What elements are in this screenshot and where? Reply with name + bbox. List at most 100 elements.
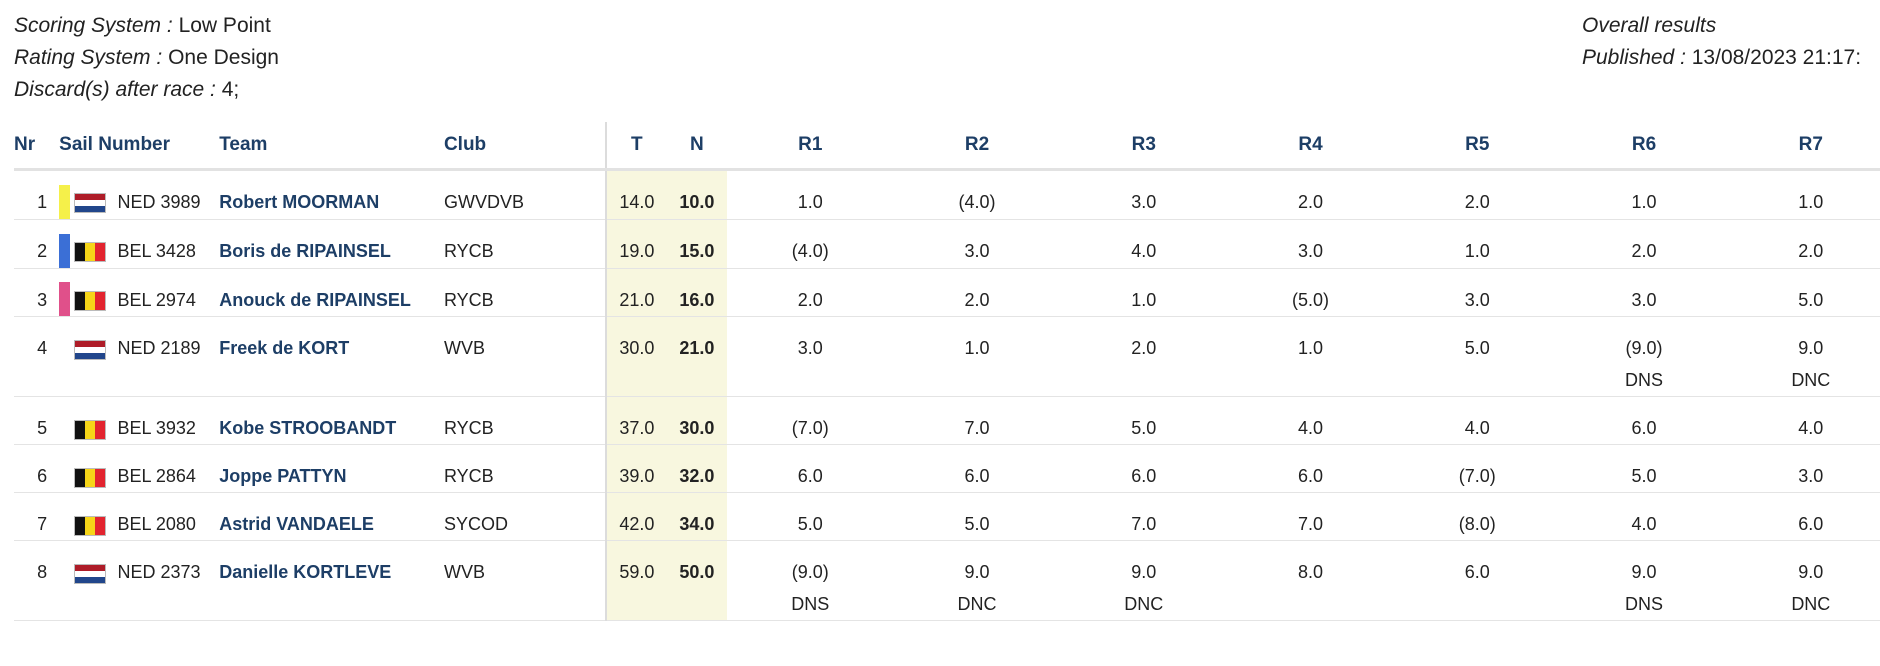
race-6-cell: 4.0 [1560, 492, 1728, 542]
race-4-cell: 1.0 [1226, 316, 1395, 398]
race-3-cell: 3.0 [1060, 169, 1227, 220]
results-info: Overall results Published : 13/08/2023 2… [1582, 10, 1861, 74]
scoring-system: Scoring System : Low Point [14, 14, 271, 37]
results-table: Nr Sail Number Team Club T N R1 R2 R3 R4… [14, 122, 1880, 622]
medal-bar [59, 282, 71, 317]
total-points: 21.0 [605, 268, 667, 318]
race-score: 6.0 [1798, 514, 1824, 535]
team-link[interactable]: Danielle KORTLEVE [219, 562, 392, 583]
sail-cell: NED 2373 [73, 540, 220, 622]
col-net[interactable]: N [666, 122, 728, 171]
race-score: 7.0 [964, 418, 990, 439]
race-score: (9.0) [1625, 338, 1663, 359]
race-4-cell: (5.0) [1226, 268, 1395, 318]
club: WVB [443, 540, 607, 622]
rating-system: Rating System : One Design [14, 46, 279, 69]
team-link[interactable]: Joppe PATTYN [219, 466, 347, 487]
bel-flag-icon [73, 290, 106, 311]
race-4-cell: 3.0 [1226, 219, 1395, 269]
race-score: 3.0 [1297, 240, 1324, 261]
col-team[interactable]: Team [219, 122, 444, 171]
penalty-code: DNC [1791, 594, 1831, 615]
race-3-cell: 1.0 [1060, 268, 1227, 318]
result-row: 4 NED 2189 Freek de KORT WVB 30.0 21.0 3.0 1.0 2… [14, 316, 1880, 398]
result-row: 5 BEL 3932 Kobe STROOBANDT RYCB 37.0 30.0 (7.0… [14, 396, 1880, 446]
net-points: 32.0 [666, 444, 728, 494]
race-score: 2.0 [1297, 192, 1324, 212]
race-score: (7.0) [791, 418, 829, 439]
penalty-code: DNS [1625, 594, 1664, 615]
race-score: 7.0 [1131, 514, 1157, 535]
col-r3[interactable]: R3 [1060, 122, 1227, 171]
col-r5[interactable]: R5 [1394, 122, 1561, 171]
total-points: 39.0 [605, 444, 667, 494]
rank: 6 [14, 444, 60, 494]
race-2-cell: 5.0 [893, 492, 1061, 542]
club: RYCB [443, 396, 607, 446]
race-score: 7.0 [1297, 514, 1324, 535]
race-score: 6.0 [1131, 466, 1157, 487]
sail-cell: NED 3989 [73, 169, 220, 220]
penalty-code: DNS [791, 594, 830, 615]
race-score: 3.0 [1798, 466, 1824, 487]
net-points: 21.0 [666, 316, 728, 398]
col-total[interactable]: T [605, 122, 667, 171]
race-5-cell: 5.0 [1394, 316, 1561, 398]
col-r2[interactable]: R2 [893, 122, 1061, 171]
net-points: 34.0 [666, 492, 728, 542]
race-score: 3.0 [1131, 192, 1157, 212]
col-r7[interactable]: R7 [1727, 122, 1880, 171]
team-link[interactable]: Astrid VANDAELE [219, 514, 374, 535]
race-1-cell: 3.0 [727, 316, 894, 398]
result-row: 3 BEL 2974 Anouck de RIPAINSEL RYCB 21.0 16.0… [14, 268, 1880, 318]
result-row: 6 BEL 2864 Joppe PATTYN RYCB 39.0 32.0 6.0 6.0 6… [14, 444, 1880, 494]
col-r6[interactable]: R6 [1560, 122, 1728, 171]
race-score: 3.0 [1464, 289, 1490, 310]
race-6-cell: 2.0 [1560, 219, 1728, 269]
race-2-cell: (4.0) [893, 169, 1061, 220]
race-3-cell: 2.0 [1060, 316, 1227, 398]
medal-cell [59, 169, 74, 220]
total-points: 37.0 [605, 396, 667, 446]
race-score: 4.0 [1131, 240, 1157, 261]
race-score: 1.0 [797, 192, 823, 212]
team-cell: Anouck de RIPAINSEL [219, 268, 444, 318]
team-link[interactable]: Kobe STROOBANDT [219, 418, 397, 439]
race-1-cell: (7.0) [727, 396, 894, 446]
race-1-cell: 1.0 [727, 169, 894, 220]
team-link[interactable]: Boris de RIPAINSEL [219, 240, 391, 261]
header-row: Nr Sail Number Team Club T N R1 R2 R3 R4… [14, 122, 1880, 171]
col-nr[interactable]: Nr [14, 122, 60, 171]
race-score: 1.0 [1798, 192, 1824, 212]
race-score: 9.0 [1631, 562, 1657, 583]
race-score: 2.0 [1464, 192, 1490, 212]
total-points: 19.0 [605, 219, 667, 269]
rank: 1 [14, 169, 60, 220]
col-sail-number[interactable]: Sail Number [59, 122, 220, 171]
col-club[interactable]: Club [443, 122, 607, 171]
rank: 7 [14, 492, 60, 542]
race-7-cell: 4.0 [1727, 396, 1880, 446]
race-score: 2.0 [1131, 338, 1157, 359]
race-7-cell: 3.0 [1727, 444, 1880, 494]
sail-number: BEL 2864 [117, 466, 196, 487]
race-score: 6.0 [1297, 466, 1324, 487]
race-score: (9.0) [791, 562, 829, 583]
rank: 2 [14, 219, 60, 269]
published-date: Published : 13/08/2023 21:17: [1582, 46, 1862, 69]
net-points: 50.0 [666, 540, 728, 622]
rank: 4 [14, 316, 60, 398]
medal-bar [59, 233, 71, 268]
race-score: (5.0) [1292, 289, 1330, 310]
team-link[interactable]: Anouck de RIPAINSEL [219, 289, 411, 310]
race-4-cell: 6.0 [1226, 444, 1395, 494]
race-score: (7.0) [1458, 466, 1496, 487]
team-link[interactable]: Robert MOORMAN [219, 192, 380, 212]
race-score: 2.0 [964, 289, 990, 310]
team-link[interactable]: Freek de KORT [219, 338, 350, 359]
medal-cell [59, 268, 74, 318]
sail-cell: BEL 3932 [73, 396, 220, 446]
penalty-code: DNC [1791, 370, 1831, 391]
col-r4[interactable]: R4 [1226, 122, 1395, 171]
col-r1[interactable]: R1 [727, 122, 894, 171]
